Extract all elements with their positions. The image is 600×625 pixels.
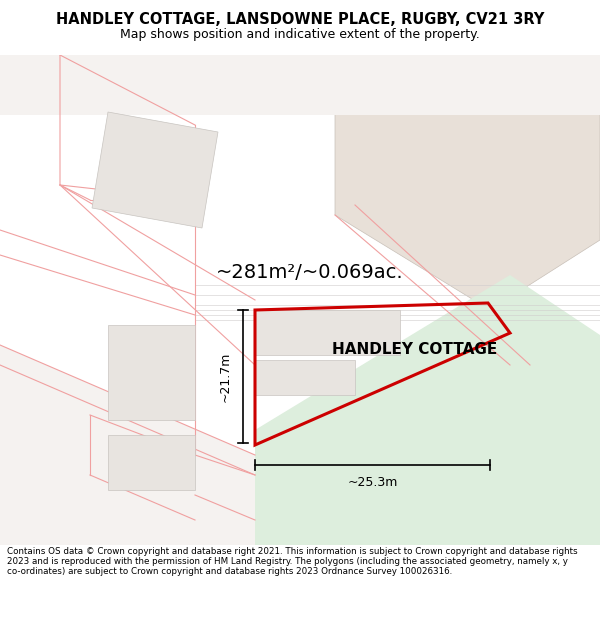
Polygon shape [0, 345, 255, 545]
Polygon shape [108, 435, 195, 490]
Polygon shape [255, 310, 400, 355]
Polygon shape [108, 325, 195, 420]
Text: Map shows position and indicative extent of the property.: Map shows position and indicative extent… [120, 28, 480, 41]
Text: ~281m²/~0.069ac.: ~281m²/~0.069ac. [216, 264, 404, 282]
Polygon shape [92, 112, 218, 228]
Polygon shape [255, 360, 355, 395]
Text: HANDLEY COTTAGE: HANDLEY COTTAGE [332, 342, 497, 357]
Polygon shape [335, 55, 600, 310]
Polygon shape [0, 55, 600, 115]
Text: ~21.7m: ~21.7m [218, 352, 232, 402]
Text: ~25.3m: ~25.3m [348, 476, 398, 489]
Text: Contains OS data © Crown copyright and database right 2021. This information is : Contains OS data © Crown copyright and d… [7, 546, 578, 576]
Text: HANDLEY COTTAGE, LANSDOWNE PLACE, RUGBY, CV21 3RY: HANDLEY COTTAGE, LANSDOWNE PLACE, RUGBY,… [56, 12, 544, 27]
Polygon shape [255, 275, 600, 545]
